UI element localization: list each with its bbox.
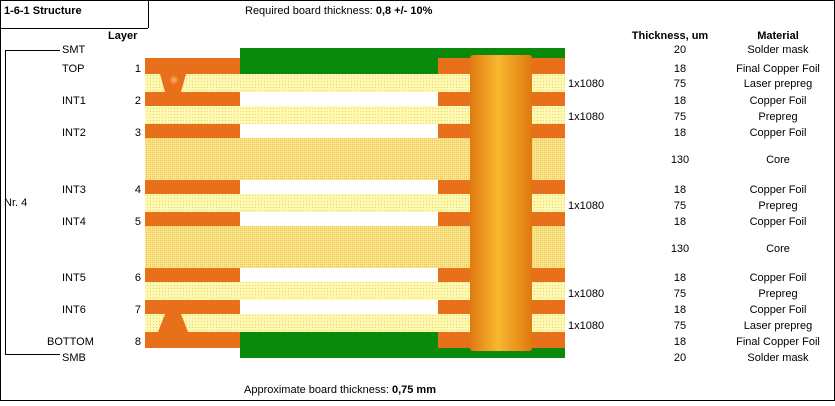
glass-style: 1x1080 xyxy=(568,78,604,90)
layer-name: TOP xyxy=(62,63,84,75)
glass-style: 1x1080 xyxy=(568,288,604,300)
group-label: Nr. 4 xyxy=(4,197,27,209)
material-name: Copper Foil xyxy=(750,304,807,316)
material-name: Solder mask xyxy=(747,44,809,56)
layer-name: INT3 xyxy=(62,184,86,196)
material-name: Prepreg xyxy=(758,200,797,212)
thickness-value: 20 xyxy=(674,44,686,56)
thickness-value: 75 xyxy=(674,200,686,212)
material-name: Final Copper Foil xyxy=(736,336,820,348)
approx-thickness: Approximate board thickness: 0,75 mm xyxy=(244,384,436,396)
layer-number: 8 xyxy=(135,336,141,348)
glass-style: 1x1080 xyxy=(568,111,604,123)
copper-int6-left xyxy=(145,300,240,314)
material-name: Laser prepreg xyxy=(744,78,813,90)
copper-int3-left xyxy=(145,180,240,194)
layer-number: 7 xyxy=(135,304,141,316)
layer-number: 4 xyxy=(135,184,141,196)
layer-number: 5 xyxy=(135,216,141,228)
material-name: Solder mask xyxy=(747,352,809,364)
layer-name: INT6 xyxy=(62,304,86,316)
material-name: Copper Foil xyxy=(750,272,807,284)
page-title: 1-6-1 Structure xyxy=(4,5,82,17)
copper-int4-left xyxy=(145,212,240,226)
solder-mask-top-pad xyxy=(240,58,438,74)
layer-name: INT4 xyxy=(62,216,86,228)
thickness-value: 18 xyxy=(674,184,686,196)
solder-mask-top xyxy=(240,48,565,58)
solder-mask-bottom-pad xyxy=(240,332,438,348)
thickness-value: 18 xyxy=(674,127,686,139)
thickness-value: 75 xyxy=(674,288,686,300)
microvia-bottom xyxy=(158,314,188,332)
glass-style: 1x1080 xyxy=(568,200,604,212)
material-name: Core xyxy=(766,154,790,166)
thickness-value: 18 xyxy=(674,272,686,284)
layer-number: 3 xyxy=(135,127,141,139)
copper-int2-left xyxy=(145,124,240,138)
copper-bottom-left xyxy=(145,332,240,348)
thickness-value: 130 xyxy=(671,243,689,255)
material-name: Copper Foil xyxy=(750,216,807,228)
material-column-header: Material xyxy=(757,30,799,42)
glass-style: 1x1080 xyxy=(568,320,604,332)
stackup-layers xyxy=(145,48,565,358)
layer-column-header: Layer xyxy=(108,30,138,42)
copper-top-left xyxy=(145,58,240,74)
thickness-value: 18 xyxy=(674,336,686,348)
layer-number: 1 xyxy=(135,63,141,75)
row-labels: SMT 20 Solder mask TOP 1 18 Final Copper Foil 1… xyxy=(47,44,820,364)
material-name: Laser prepreg xyxy=(744,320,813,332)
thickness-value: 75 xyxy=(674,111,686,123)
prepreg-1 xyxy=(145,106,565,124)
material-name: Copper Foil xyxy=(750,95,807,107)
material-name: Prepreg xyxy=(758,111,797,123)
layer-number: 2 xyxy=(135,95,141,107)
layer-name: SMT xyxy=(62,44,86,56)
group-bracket xyxy=(5,50,60,355)
thickness-column-header: Thickness, um xyxy=(632,30,709,42)
thickness-value: 20 xyxy=(674,352,686,364)
copper-int5-left xyxy=(145,268,240,282)
layer-name: INT2 xyxy=(62,127,86,139)
material-name: Final Copper Foil xyxy=(736,63,820,75)
solder-mask-bottom xyxy=(240,348,565,358)
thickness-value: 75 xyxy=(674,320,686,332)
prepreg-3 xyxy=(145,282,565,300)
microvia-top-glow xyxy=(169,75,179,85)
layer-number: 6 xyxy=(135,272,141,284)
thickness-value: 18 xyxy=(674,95,686,107)
layer-name: INT5 xyxy=(62,272,86,284)
thickness-value: 130 xyxy=(671,154,689,166)
layer-name: SMB xyxy=(62,352,86,364)
material-name: Prepreg xyxy=(758,288,797,300)
material-name: Core xyxy=(766,243,790,255)
thickness-value: 18 xyxy=(674,304,686,316)
thickness-value: 18 xyxy=(674,216,686,228)
laser-prepreg-top xyxy=(145,74,565,92)
thickness-value: 75 xyxy=(674,78,686,90)
material-name: Copper Foil xyxy=(750,127,807,139)
prepreg-2 xyxy=(145,194,565,212)
layer-name: BOTTOM xyxy=(47,336,94,348)
required-thickness: Required board thickness: 0,8 +/- 10% xyxy=(245,5,433,17)
through-via xyxy=(470,55,532,351)
laser-prepreg-bottom xyxy=(145,314,565,332)
material-name: Copper Foil xyxy=(750,184,807,196)
layer-name: INT1 xyxy=(62,95,86,107)
thickness-value: 18 xyxy=(674,63,686,75)
copper-int1-left xyxy=(145,92,240,106)
